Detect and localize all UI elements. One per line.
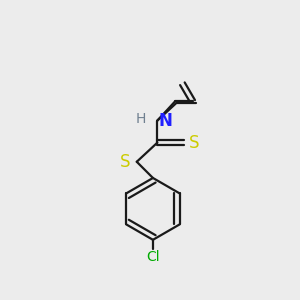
Text: Cl: Cl <box>146 250 160 264</box>
Text: N: N <box>159 112 173 130</box>
Text: H: H <box>135 112 146 126</box>
Text: S: S <box>189 134 200 152</box>
Text: S: S <box>120 153 130 171</box>
